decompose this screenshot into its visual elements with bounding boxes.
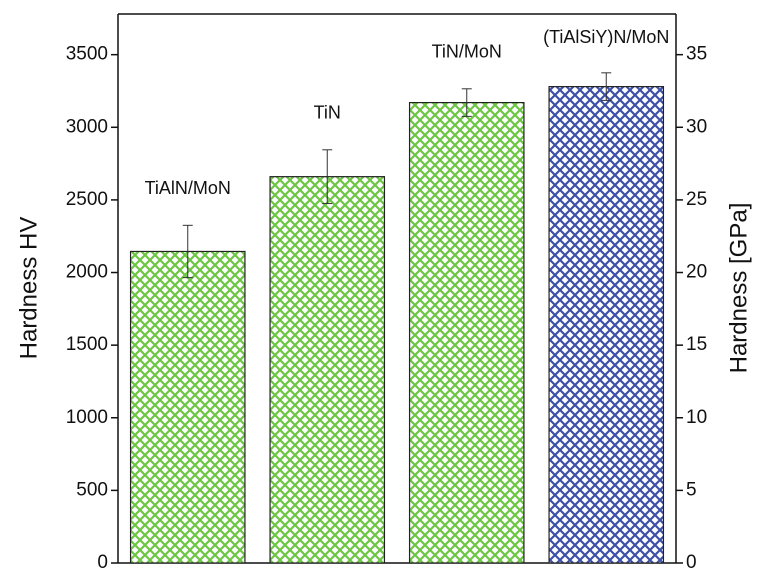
y2-tick-label: 5 [686, 479, 697, 500]
y2-tick-label: 30 [686, 116, 707, 137]
y-tick-label: 2000 [66, 262, 108, 283]
y2-tick-label: 35 [686, 44, 707, 65]
y2-tick-label: 25 [686, 189, 707, 210]
y-tick-label: 2500 [66, 189, 108, 210]
y2-axis-title: Hardness [GPa] [725, 203, 752, 374]
bar [129, 250, 246, 564]
bar [269, 176, 386, 564]
y2-tick-label: 0 [686, 552, 697, 568]
y-tick-label: 3500 [66, 44, 108, 65]
y2-tick-label: 20 [686, 262, 707, 283]
error-bar [182, 224, 193, 279]
bar-label: TiN/MoN [432, 42, 502, 62]
y-tick-label: 3000 [66, 116, 108, 137]
error-bar [601, 72, 612, 101]
y-tick-label: 500 [76, 479, 108, 500]
bar-label: TiN [314, 103, 341, 123]
y-axis-title: Hardness HV [15, 217, 42, 360]
y2-tick-label: 10 [686, 407, 707, 428]
y-tick-label: 0 [97, 552, 108, 568]
y-tick-label: 1500 [66, 334, 108, 355]
error-bar [461, 88, 472, 117]
bar-label: TiAlN/MoN [145, 178, 231, 198]
error-bar [322, 149, 333, 205]
bar-label: (TiAlSiY)N/MoN [543, 27, 669, 47]
bar [408, 101, 525, 564]
y-tick-label: 1000 [66, 407, 108, 428]
y2-tick-label: 15 [686, 334, 707, 355]
bar [548, 86, 665, 564]
